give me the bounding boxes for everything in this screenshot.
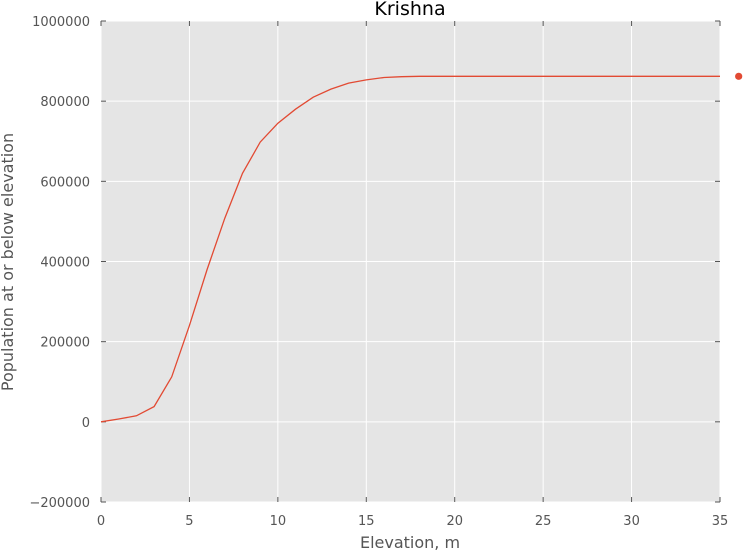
marker-point — [735, 72, 743, 80]
y-tick-labels: −200000 0 200000 400000 600000 800000 1000000 — [29, 15, 90, 511]
y-tick-label: 1000000 — [32, 15, 90, 30]
y-tick-label: 600000 — [40, 175, 90, 190]
x-tick-label: 30 — [623, 514, 640, 529]
x-tick-label: 25 — [535, 514, 552, 529]
x-tick-label: 20 — [446, 514, 463, 529]
series-group — [100, 72, 743, 423]
x-tick-labels: 0 5 10 15 20 25 30 35 — [97, 514, 728, 529]
x-tick-label: 0 — [97, 514, 105, 529]
y-tick-label: 800000 — [40, 95, 90, 110]
x-tick-label: 35 — [712, 514, 729, 529]
x-tick-label: 5 — [185, 514, 193, 529]
x-tick-label: 10 — [270, 514, 287, 529]
axis-ticks — [100, 20, 721, 503]
chart-title: Krishna — [374, 0, 445, 20]
x-axis-label: Elevation, m — [360, 533, 460, 550]
y-tick-label: 400000 — [40, 256, 90, 271]
y-tick-label: 0 — [82, 416, 90, 431]
y-tick-label: 200000 — [40, 336, 90, 351]
y-tick-label: −200000 — [29, 496, 90, 511]
y-axis-label: Population at or below elevation — [0, 133, 17, 391]
x-tick-label: 15 — [358, 514, 375, 529]
series-line — [100, 75, 720, 423]
